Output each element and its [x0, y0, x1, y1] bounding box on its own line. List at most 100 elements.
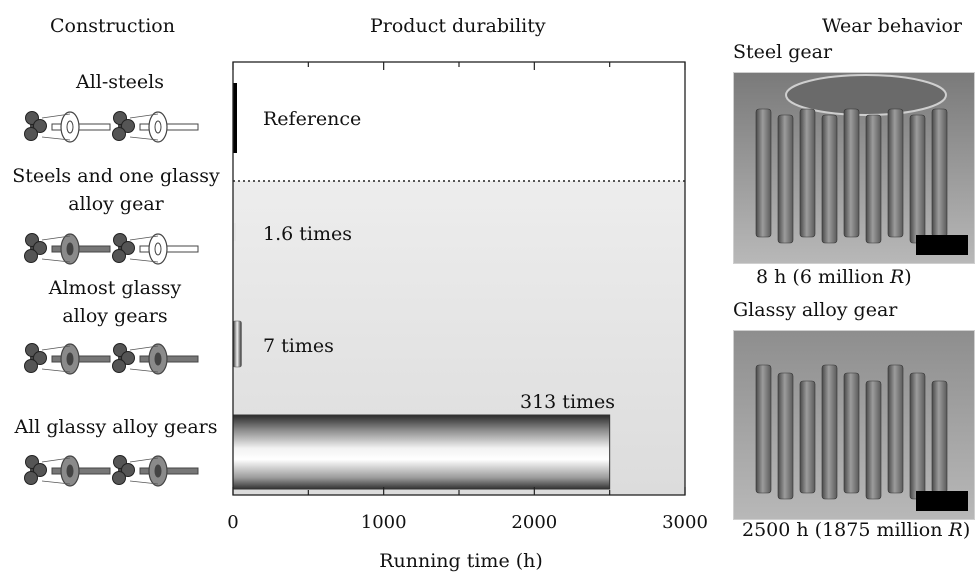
gear-hub	[154, 352, 162, 366]
shaft	[139, 467, 199, 475]
gear-tooth	[887, 364, 904, 494]
housing-line	[41, 136, 71, 141]
housing-line	[41, 345, 71, 351]
gear-train-2	[112, 343, 199, 375]
housing-line	[41, 113, 71, 119]
gear-assembly-one-glassy	[22, 228, 222, 276]
small-gear-icon	[121, 351, 135, 365]
gear-plate	[30, 116, 34, 138]
x-tick-label: 1000	[361, 512, 407, 533]
gear-assembly-all-steels	[22, 106, 222, 154]
steel-gear-title: Steel gear	[733, 41, 833, 63]
gear-tooth	[887, 108, 904, 238]
gear-top-rim	[785, 74, 947, 116]
gear-train-2	[112, 233, 199, 265]
gear-tooth	[843, 372, 860, 494]
small-gear-icon	[24, 249, 38, 263]
gear-plate	[118, 238, 122, 260]
gear-tooth	[821, 364, 838, 500]
x-axis-label: Running time (h)	[379, 550, 543, 572]
shaft	[139, 355, 199, 363]
gear-tooth	[755, 108, 772, 238]
gear-plate	[118, 116, 122, 138]
gear-plate	[30, 348, 34, 370]
gear-hub	[66, 242, 74, 256]
glassy-gear-photo	[733, 330, 975, 520]
shaft	[51, 467, 111, 475]
gear-tooth	[865, 114, 882, 244]
gear-tooth	[777, 114, 794, 244]
x-tick-label: 3000	[662, 512, 708, 533]
bar-4	[232, 414, 611, 490]
gear-hub	[154, 120, 162, 134]
glassy-gear-title: Glassy alloy gear	[733, 299, 898, 321]
bar-3	[232, 320, 242, 368]
gear-plate	[30, 460, 34, 482]
small-gear-icon	[33, 241, 47, 255]
housing-line	[129, 480, 159, 485]
gear-hub	[154, 242, 162, 256]
gear-tooth	[799, 108, 816, 238]
gear-train-1	[24, 233, 111, 265]
shaft	[139, 123, 199, 131]
plot-background-reference	[233, 62, 685, 181]
gear-tooth	[909, 372, 926, 500]
housing-line	[41, 258, 71, 263]
glassy-gear-caption: 2500 h (1875 million R)	[742, 519, 971, 542]
gear-tooth	[821, 114, 838, 244]
shaft	[51, 355, 111, 363]
gear-train-2	[112, 455, 199, 487]
glassy-caption-main: 2500 h (1875 million	[742, 519, 949, 541]
small-gear-icon	[112, 249, 126, 263]
housing-line	[129, 113, 159, 119]
steel-caption-end: )	[904, 266, 912, 288]
gear-tooth	[931, 108, 948, 238]
housing-line	[129, 345, 159, 351]
gear-plate	[30, 238, 34, 260]
glassy-caption-var: R	[948, 519, 963, 541]
gear-hub	[66, 464, 74, 478]
steel-gear-photo	[733, 72, 975, 264]
bar-label-1: Reference	[263, 108, 361, 130]
housing-line	[129, 235, 159, 241]
gear-hub	[154, 464, 162, 478]
small-gear-icon	[121, 463, 135, 477]
steel-gear-caption: 8 h (6 million R)	[756, 266, 912, 289]
housing-line	[129, 368, 159, 373]
small-gear-icon	[24, 127, 38, 141]
construction-label-3a: Almost glassy	[48, 277, 182, 299]
housing-line	[129, 136, 159, 141]
bar-label-4: 313 times	[520, 391, 615, 413]
construction-label-2b: alloy gear	[68, 193, 164, 215]
scale-bar-box	[916, 491, 968, 511]
housing-line	[129, 457, 159, 463]
housing-line	[41, 480, 71, 485]
housing-line	[41, 368, 71, 373]
gear-tooth	[931, 380, 948, 494]
small-gear-icon	[33, 351, 47, 365]
steel-caption-var: R	[889, 266, 905, 288]
gear-assembly-drawing	[24, 455, 199, 487]
small-gear-icon	[33, 119, 47, 133]
small-gear-icon	[112, 471, 126, 485]
scale-bar-box	[916, 235, 968, 255]
construction-label-4: All glassy alloy gears	[14, 416, 218, 438]
gear-assembly-all-glassy	[22, 450, 222, 498]
durability-header: Product durability	[370, 15, 546, 37]
gear-tooth	[843, 108, 860, 238]
shaft	[51, 245, 111, 253]
construction-label-3b: alloy gears	[62, 305, 168, 327]
shaft	[51, 123, 111, 131]
small-gear-icon	[24, 359, 38, 373]
small-gear-icon	[112, 127, 126, 141]
construction-header: Construction	[50, 15, 175, 37]
gear-tooth	[909, 114, 926, 244]
bar-2	[233, 223, 236, 241]
gear-assembly-almost-glassy	[22, 338, 222, 386]
gear-tooth	[865, 380, 882, 500]
shaft	[139, 245, 199, 253]
housing-line	[41, 457, 71, 463]
glassy-caption-end: )	[962, 519, 971, 541]
small-gear-icon	[33, 463, 47, 477]
gear-assembly-drawing	[24, 233, 199, 265]
